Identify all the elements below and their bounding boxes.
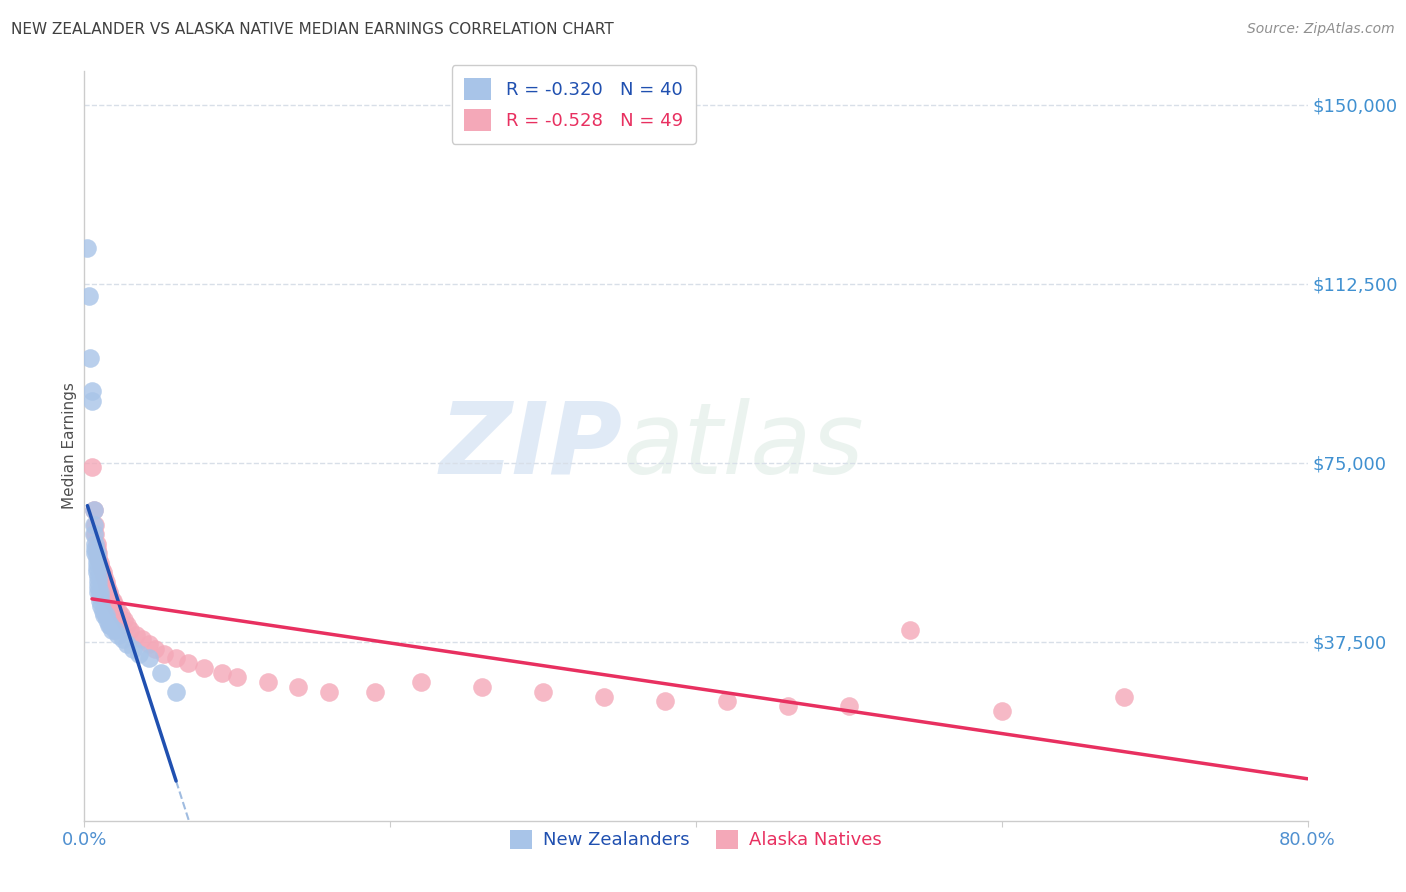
Point xyxy=(90,560,112,574)
Point xyxy=(101,594,124,608)
Point xyxy=(89,594,111,608)
Point xyxy=(287,680,309,694)
Point xyxy=(211,665,233,680)
Point xyxy=(110,608,132,623)
Point xyxy=(87,546,110,560)
Point xyxy=(87,584,110,599)
Point xyxy=(97,584,120,599)
Point xyxy=(716,694,738,708)
Point xyxy=(226,670,249,684)
Point xyxy=(84,517,107,532)
Point xyxy=(83,503,105,517)
Point xyxy=(84,541,107,556)
Point xyxy=(177,656,200,670)
Point xyxy=(97,618,120,632)
Point xyxy=(318,685,340,699)
Point xyxy=(90,599,112,613)
Point xyxy=(93,570,115,584)
Point xyxy=(257,675,280,690)
Point xyxy=(101,623,124,637)
Point xyxy=(86,566,108,580)
Point xyxy=(83,527,105,541)
Point xyxy=(87,574,110,589)
Point xyxy=(838,699,860,714)
Point xyxy=(84,546,107,560)
Point xyxy=(131,632,153,647)
Point xyxy=(107,627,129,641)
Point xyxy=(104,599,127,613)
Point xyxy=(165,651,187,665)
Point xyxy=(87,580,110,594)
Point xyxy=(409,675,432,690)
Text: atlas: atlas xyxy=(623,398,865,494)
Point xyxy=(125,627,148,641)
Point xyxy=(80,384,103,398)
Point xyxy=(128,647,150,661)
Point xyxy=(531,685,554,699)
Point xyxy=(86,560,108,574)
Point xyxy=(364,685,387,699)
Point xyxy=(107,604,129,618)
Point xyxy=(776,699,799,714)
Point xyxy=(153,647,176,661)
Point xyxy=(83,503,105,517)
Point xyxy=(91,604,114,618)
Point xyxy=(80,393,103,408)
Point xyxy=(84,537,107,551)
Text: ZIP: ZIP xyxy=(440,398,623,494)
Point xyxy=(77,288,100,302)
Point xyxy=(898,623,921,637)
Point xyxy=(991,704,1014,718)
Point xyxy=(87,570,110,584)
Point xyxy=(115,637,138,651)
Text: Source: ZipAtlas.com: Source: ZipAtlas.com xyxy=(1247,22,1395,37)
Point xyxy=(193,661,215,675)
Point xyxy=(593,690,616,704)
Point xyxy=(103,594,125,608)
Point xyxy=(83,517,105,532)
Point xyxy=(87,551,110,566)
Point xyxy=(143,641,166,656)
Point xyxy=(654,694,676,708)
Point xyxy=(138,637,160,651)
Point xyxy=(94,574,117,589)
Point xyxy=(76,241,98,255)
Point xyxy=(93,608,115,623)
Point xyxy=(89,584,111,599)
Point xyxy=(91,566,114,580)
Point xyxy=(86,537,108,551)
Point xyxy=(112,613,135,627)
Y-axis label: Median Earnings: Median Earnings xyxy=(62,383,77,509)
Point xyxy=(111,632,134,647)
Point xyxy=(96,580,118,594)
Point xyxy=(89,556,111,570)
Point xyxy=(84,527,107,541)
Point xyxy=(86,556,108,570)
Point xyxy=(94,608,117,623)
Point xyxy=(96,613,118,627)
Point xyxy=(86,551,108,566)
Point xyxy=(471,680,494,694)
Point xyxy=(79,351,101,365)
Point xyxy=(98,590,121,604)
Point xyxy=(1114,690,1136,704)
Point xyxy=(86,541,108,556)
Point xyxy=(80,460,103,475)
Point xyxy=(115,618,138,632)
Point xyxy=(120,623,142,637)
Legend: R = -0.320   N = 40, R = -0.528   N = 49: R = -0.320 N = 40, R = -0.528 N = 49 xyxy=(451,65,696,144)
Point xyxy=(138,651,160,665)
Point xyxy=(104,623,127,637)
Point xyxy=(122,641,145,656)
Point xyxy=(165,685,187,699)
Point xyxy=(86,546,108,560)
Point xyxy=(149,665,172,680)
Point xyxy=(89,590,111,604)
Text: NEW ZEALANDER VS ALASKA NATIVE MEDIAN EARNINGS CORRELATION CHART: NEW ZEALANDER VS ALASKA NATIVE MEDIAN EA… xyxy=(11,22,614,37)
Point xyxy=(98,618,121,632)
